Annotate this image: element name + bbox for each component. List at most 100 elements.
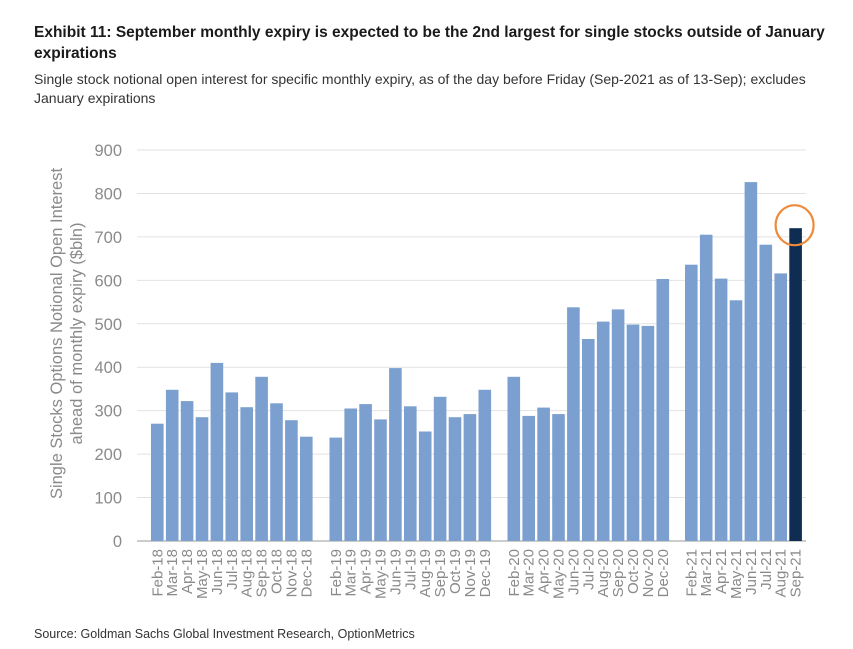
bar-nov-18: [285, 420, 298, 541]
y-tick-label: 700: [94, 229, 122, 247]
y-axis-label-line: ahead of monthly expiry ($bln): [68, 223, 86, 445]
x-tick-label: Dec-20: [655, 549, 672, 597]
bar-mar-18: [165, 389, 179, 541]
bar-apr-18: [180, 401, 194, 541]
y-tick-label: 100: [94, 490, 122, 508]
x-tick-label: Jul-18: [224, 549, 241, 590]
x-tick-label: Mar-18: [164, 549, 181, 597]
y-axis-label: Single Stocks Options Notional Open Inte…: [48, 168, 86, 500]
x-tick-label: Oct-19: [447, 549, 464, 594]
bar-sep-19: [433, 396, 447, 541]
x-tick-label: Sep-20: [610, 549, 627, 597]
x-tick-label: Mar-20: [521, 549, 538, 597]
bar-jun-21: [744, 182, 758, 541]
bar-jul-19: [404, 406, 417, 541]
x-tick-label: Apr-20: [536, 549, 553, 594]
bar-aug-19: [418, 431, 432, 541]
y-tick-label: 200: [94, 446, 122, 464]
x-tick-label: Sep-21: [788, 549, 805, 597]
x-tick-label: Sep-19: [432, 549, 449, 597]
x-tick-label: May-18: [194, 549, 211, 599]
x-tick-label: Nov-18: [283, 549, 300, 597]
x-tick-label: Apr-21: [713, 549, 730, 594]
bar-jul-18: [225, 392, 239, 541]
bar-apr-20: [537, 407, 550, 541]
bar-may-20: [552, 414, 565, 541]
x-tick-label: Dec-19: [477, 549, 494, 597]
bar-feb-20: [507, 376, 521, 541]
bar-apr-19: [359, 404, 372, 541]
x-tick-label: Nov-19: [462, 549, 479, 597]
x-tick-label: May-21: [728, 549, 745, 599]
x-tick-label: Mar-21: [698, 549, 715, 597]
chart-title: Exhibit 11: September monthly expiry is …: [34, 24, 825, 62]
x-tick-label: Aug-21: [773, 549, 790, 597]
bar-sep-21: [789, 228, 802, 541]
x-tick-label: Apr-18: [179, 549, 196, 594]
x-tick-label: Jul-21: [758, 549, 775, 590]
y-tick-label: 0: [113, 533, 122, 551]
bar-oct-19: [448, 417, 462, 541]
bar-nov-19: [463, 414, 477, 541]
x-tick-label: Jun-19: [387, 549, 404, 595]
bar-aug-21: [774, 273, 787, 541]
bar-may-21: [729, 300, 743, 541]
bar-jun-18: [210, 362, 224, 541]
y-axis-ticks: 0 100 200 300 400 500 600 700 800 900: [94, 142, 122, 551]
x-tick-label: Apr-19: [358, 549, 375, 594]
x-tick-label: Feb-20: [506, 549, 523, 597]
highlight-circle: [774, 204, 815, 247]
x-axis-ticks: Feb-18Mar-18Apr-18May-18Jun-18Jul-18Aug-…: [149, 549, 804, 599]
bar-feb-19: [329, 437, 343, 541]
bar-jun-20: [567, 307, 580, 541]
x-tick-label: Sep-18: [254, 549, 271, 597]
annotations: [774, 204, 815, 247]
x-tick-label: Feb-18: [149, 549, 166, 597]
x-tick-label: Jul-19: [402, 549, 419, 590]
y-axis-label-line: Single Stocks Options Notional Open Inte…: [48, 168, 66, 500]
bar-feb-21: [685, 264, 698, 541]
bars: [151, 182, 802, 541]
bar-oct-18: [270, 403, 283, 541]
y-tick-label: 600: [94, 272, 122, 290]
x-tick-label: Nov-20: [640, 549, 657, 597]
x-tick-label: Dec-18: [298, 549, 315, 597]
bar-mar-20: [522, 415, 535, 541]
y-tick-label: 300: [94, 403, 122, 421]
bar-oct-20: [626, 324, 640, 541]
y-tick-label: 900: [94, 142, 122, 160]
bar-sep-20: [611, 309, 625, 541]
y-tick-label: 800: [94, 185, 122, 203]
x-tick-label: Aug-18: [239, 549, 256, 597]
bar-feb-18: [151, 423, 164, 541]
x-tick-label: Jun-20: [565, 549, 582, 595]
bar-aug-20: [596, 321, 610, 541]
source-note: Source: Goldman Sachs Global Investment …: [34, 627, 415, 641]
x-tick-label: Oct-20: [625, 549, 642, 594]
chart-subtitle: Single stock notional open interest for …: [34, 71, 806, 106]
x-tick-label: Jun-18: [209, 549, 226, 595]
x-tick-label: Mar-19: [343, 549, 360, 597]
x-tick-label: Oct-18: [269, 549, 286, 594]
bar-jun-19: [389, 368, 402, 541]
bar-dec-18: [300, 436, 313, 541]
x-tick-label: Jun-21: [743, 549, 760, 595]
bar-jul-20: [582, 339, 595, 541]
y-tick-label: 400: [94, 359, 122, 377]
bar-sep-18: [255, 376, 268, 541]
x-tick-label: Aug-20: [595, 549, 612, 597]
x-tick-label: Feb-21: [683, 549, 700, 597]
bar-may-18: [195, 417, 209, 541]
x-tick-label: Jul-20: [580, 549, 597, 590]
bar-mar-21: [699, 234, 713, 541]
bar-nov-20: [641, 325, 655, 541]
y-tick-label: 500: [94, 316, 122, 334]
bar-jul-21: [759, 244, 773, 541]
bar-may-19: [374, 419, 387, 541]
bar-mar-19: [344, 408, 357, 541]
x-tick-label: May-20: [551, 549, 568, 599]
bar-dec-19: [478, 389, 492, 541]
bar-dec-20: [656, 279, 670, 541]
bar-apr-21: [714, 278, 728, 541]
